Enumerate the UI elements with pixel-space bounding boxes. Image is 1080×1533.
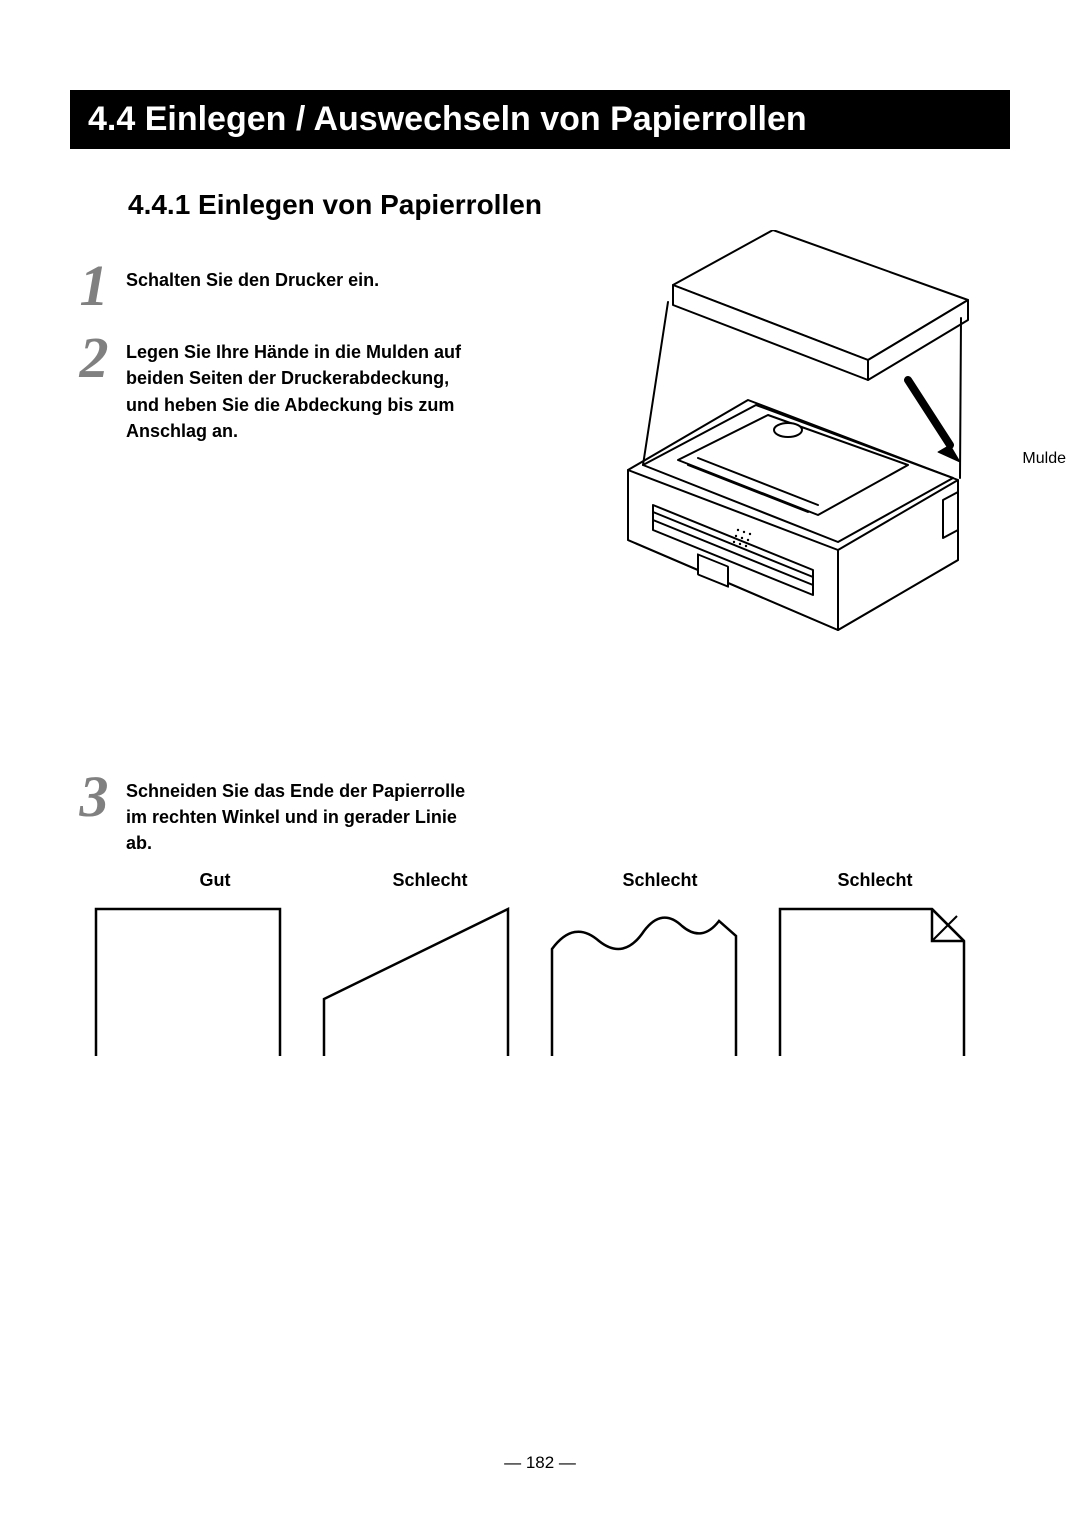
step-text-2: Legen Sie Ihre Hände in die Mulden auf b… bbox=[126, 335, 486, 443]
step-number-1: 1 bbox=[70, 263, 118, 309]
section-banner: 4.4 Einlegen / Auswechseln von Papierrol… bbox=[70, 90, 1010, 149]
cut-shapes-row bbox=[88, 901, 1010, 1061]
printer-svg bbox=[588, 230, 1008, 660]
banner-title: 4.4 Einlegen / Auswechseln von Papierrol… bbox=[88, 100, 807, 138]
step-text-3: Schneiden Sie das Ende der Papierrolle i… bbox=[126, 774, 486, 856]
cut-label-schlecht-2: Schlecht bbox=[545, 870, 775, 891]
cut-shape-folded-corner bbox=[772, 901, 972, 1061]
figure-label-mulde: Mulde bbox=[1022, 450, 1066, 468]
cut-label-schlecht-1: Schlecht bbox=[315, 870, 545, 891]
step-3: 3 Schneiden Sie das Ende der Papierrolle… bbox=[70, 774, 1010, 856]
step-number-2: 2 bbox=[70, 335, 118, 381]
cut-shape-gut bbox=[88, 901, 288, 1061]
cut-shape-diagonal bbox=[316, 901, 516, 1061]
cut-labels-row: Gut Schlecht Schlecht Schlecht bbox=[115, 870, 1010, 891]
step-number-3: 3 bbox=[70, 774, 118, 820]
subsection-heading: 4.4.1 Einlegen von Papierrollen bbox=[128, 189, 1010, 221]
step-text-1: Schalten Sie den Drucker ein. bbox=[126, 263, 379, 293]
cut-label-schlecht-3: Schlecht bbox=[775, 870, 975, 891]
printer-figure: Mulde bbox=[588, 230, 1008, 665]
cut-label-gut: Gut bbox=[115, 870, 315, 891]
cut-shape-wavy bbox=[544, 901, 744, 1061]
page-number: — 182 — bbox=[0, 1453, 1080, 1473]
